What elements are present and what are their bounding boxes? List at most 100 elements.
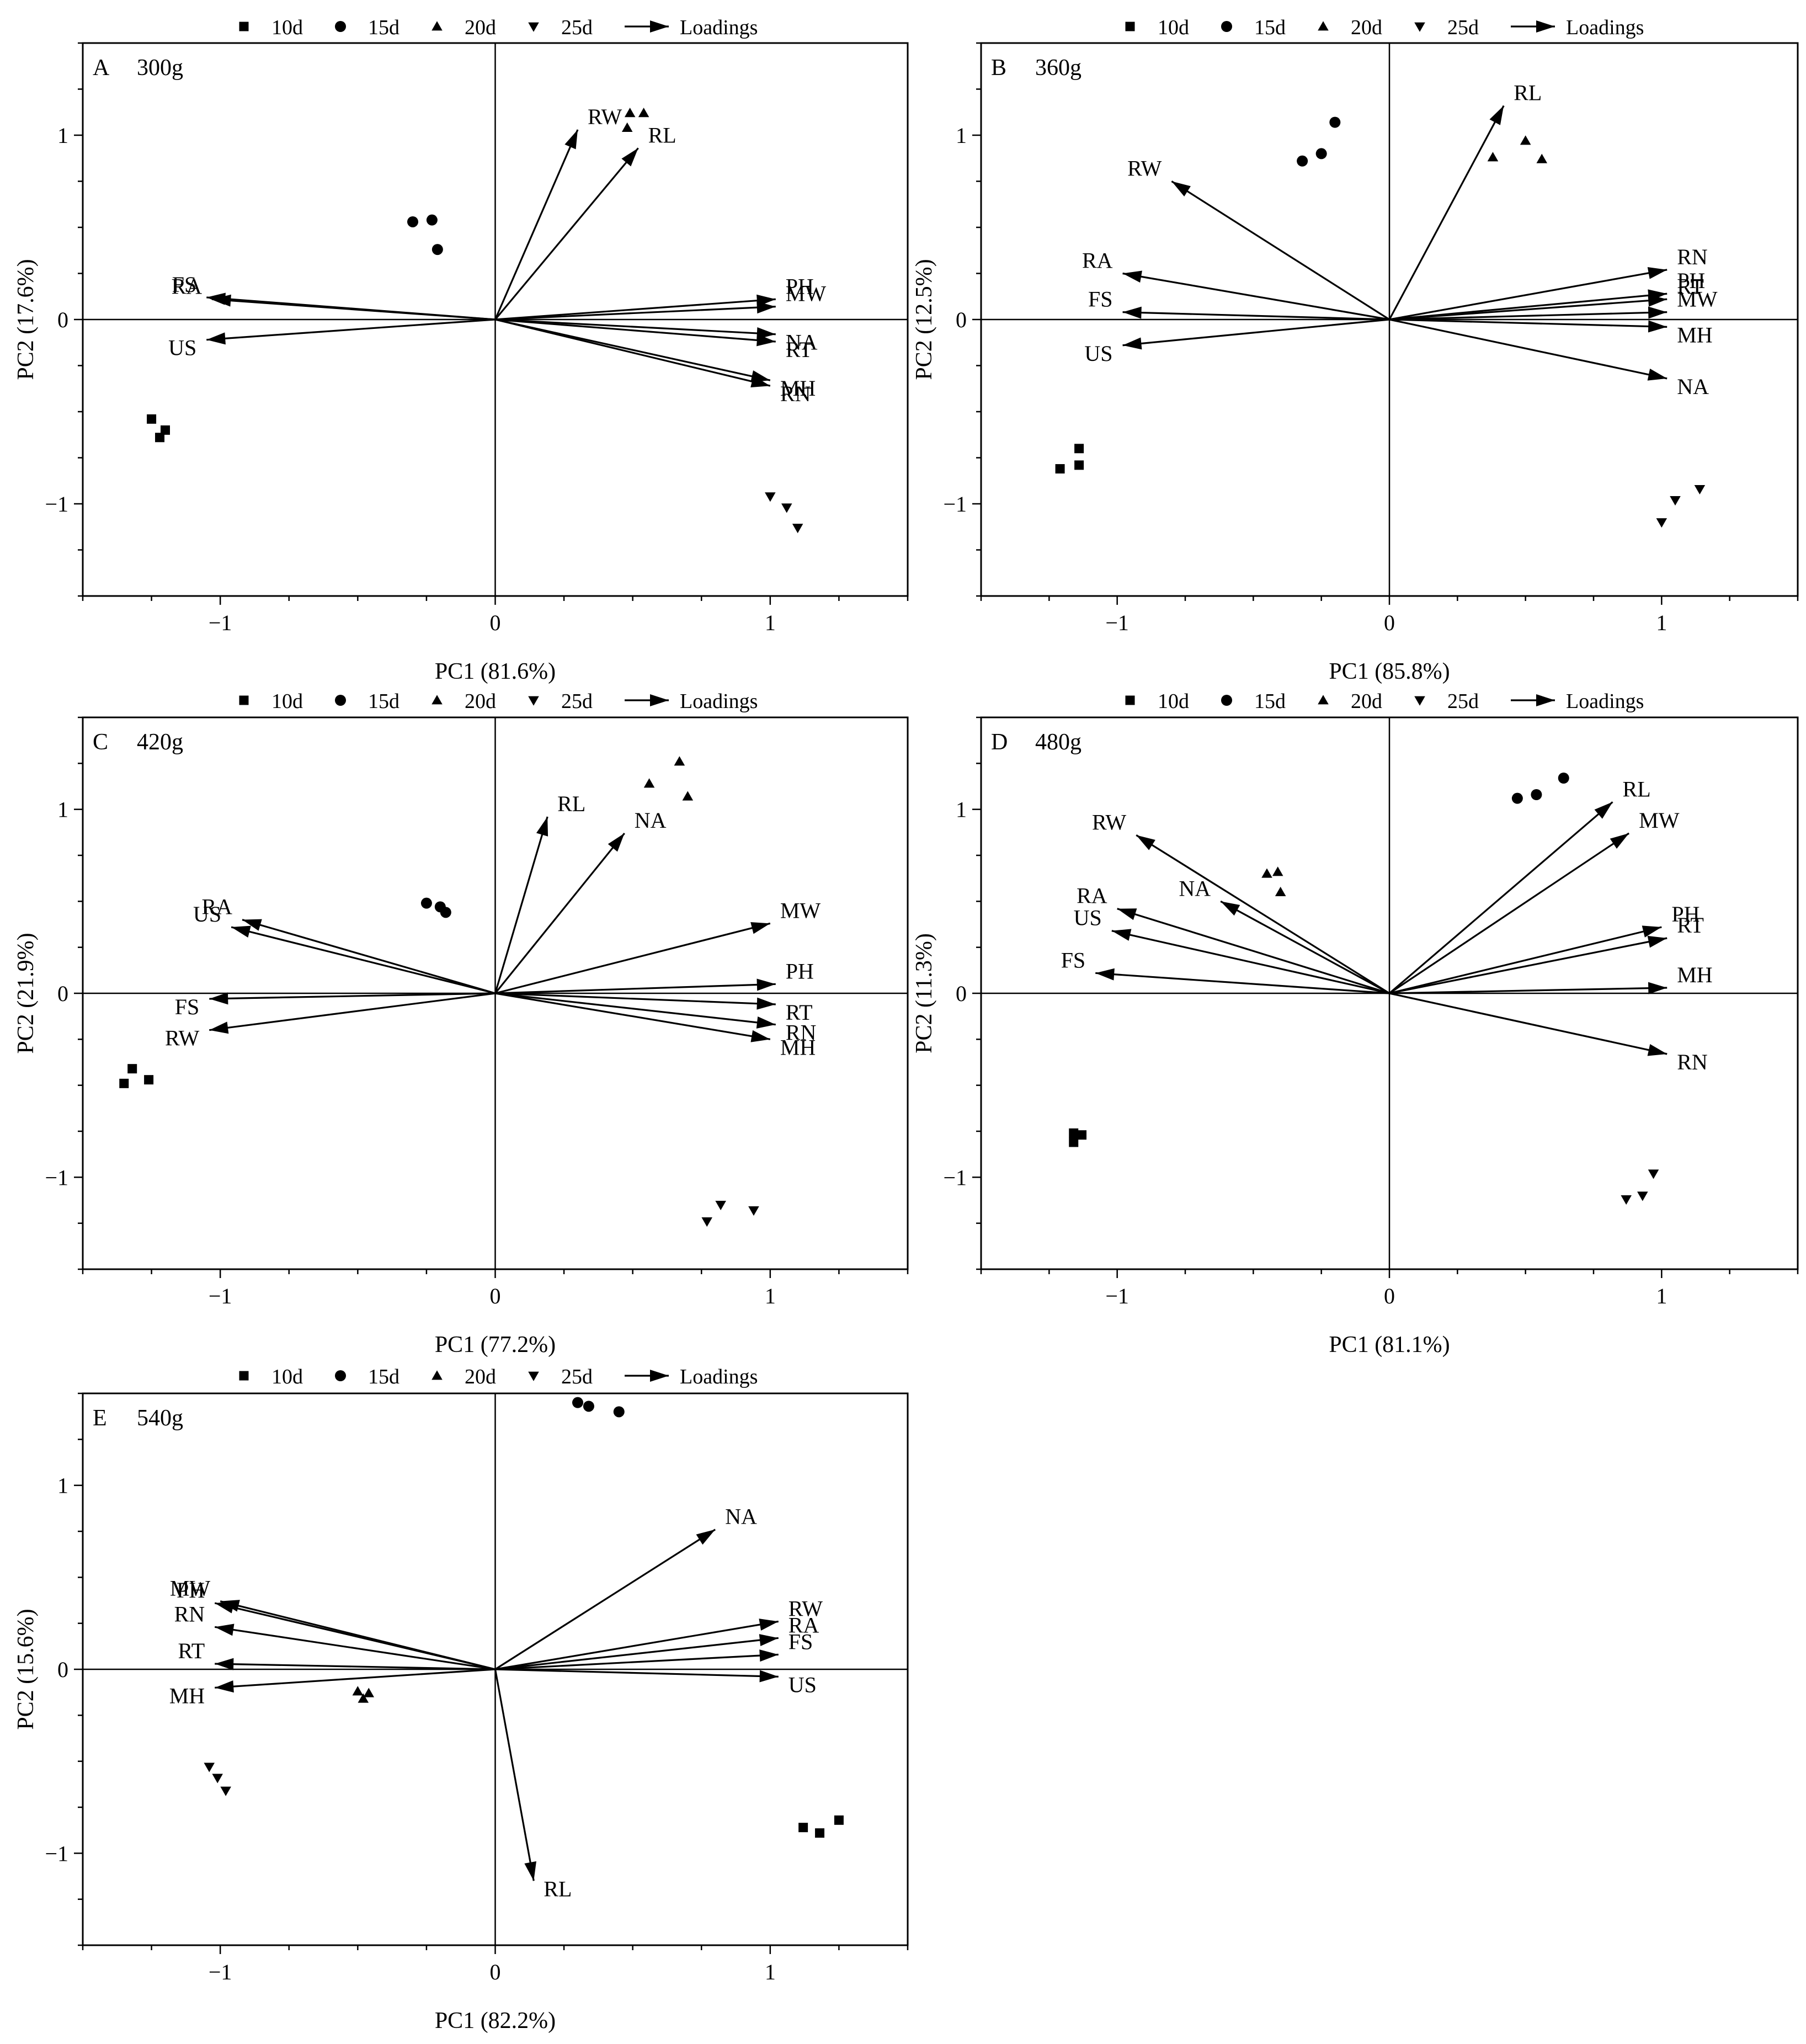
loading-arrow-rn-head xyxy=(215,1624,235,1636)
point-20d xyxy=(1275,886,1286,896)
x-axis-label: PC1 (85.8%) xyxy=(1329,659,1450,684)
loading-arrow-rl xyxy=(1388,801,1613,994)
loading-arrow-mh-shaft xyxy=(1389,318,1668,328)
loading-arrow-mw xyxy=(1389,832,1630,994)
panel-B: −1 0 1 −1 0 1 PC1 (85.8%) PC2 (12.5%) B 360g RL RW R… xyxy=(912,16,1799,684)
legend-marker-triangle-up xyxy=(1318,21,1329,31)
loading-label: RL xyxy=(1514,81,1542,105)
legend-marker-square xyxy=(239,1371,249,1381)
point-25d xyxy=(765,492,776,502)
point-25d xyxy=(1694,485,1706,495)
loading-arrow-mh-head xyxy=(1648,982,1668,994)
loading-label: NA xyxy=(725,1504,757,1529)
legend-arrow-icon xyxy=(625,1370,669,1382)
loading-label: FS xyxy=(1088,287,1113,312)
legend-marker-triangle-up xyxy=(1318,695,1329,705)
legend-marker-square xyxy=(239,22,249,31)
loading-arrow-mh xyxy=(215,1668,496,1693)
point-20d xyxy=(1487,152,1499,162)
loading-arrow-rt-head xyxy=(1648,294,1668,307)
loading-label: RL xyxy=(557,791,585,816)
point-15d xyxy=(1531,789,1542,800)
loading-arrow-us-shaft xyxy=(231,926,496,994)
loading-arrow-rt-shaft xyxy=(215,1663,496,1670)
loading-arrow-rl-shaft xyxy=(494,1669,535,1881)
loading-arrow-rt-shaft xyxy=(1389,298,1668,321)
point-10d xyxy=(119,1078,129,1088)
legend-marker-square xyxy=(239,695,249,705)
loading-arrow-mw-shaft xyxy=(495,306,776,321)
loading-arrow-mw-shaft xyxy=(1389,832,1630,994)
y-tick-label: 1 xyxy=(57,1473,68,1498)
point-10d xyxy=(1055,464,1065,474)
x-tick-label: 0 xyxy=(1384,610,1395,635)
loading-arrow-rl-head xyxy=(621,148,638,167)
loading-label: US xyxy=(1074,906,1102,930)
loading-label: RT xyxy=(786,337,813,362)
legend-label: Loadings xyxy=(1566,16,1644,39)
y-tick-label: 0 xyxy=(57,307,68,332)
loading-arrow-ra-shaft xyxy=(242,919,496,994)
panel-title: 300g xyxy=(137,55,183,81)
point-20d xyxy=(682,791,694,801)
y-tick-label: −1 xyxy=(943,492,967,517)
point-20d xyxy=(1536,153,1548,163)
loading-arrow-na-shaft xyxy=(1220,900,1390,994)
loading-arrow-na-head xyxy=(1221,901,1240,916)
loading-arrow-ph-shaft xyxy=(214,1602,496,1670)
loading-label: US xyxy=(193,902,221,927)
loading-arrow-rl-head xyxy=(536,817,548,837)
point-10d xyxy=(161,425,170,435)
loading-label: RN xyxy=(1677,244,1708,269)
point-15d xyxy=(420,897,432,909)
point-15d xyxy=(613,1406,625,1418)
loading-arrow-ph xyxy=(1389,925,1662,994)
point-25d xyxy=(715,1201,726,1211)
loading-arrow-mw xyxy=(495,301,776,321)
point-10d xyxy=(834,1815,844,1825)
loading-arrow-mh-shaft xyxy=(495,318,771,381)
loading-arrow-rn xyxy=(495,318,771,387)
loading-arrow-us-head xyxy=(231,925,251,938)
loading-arrow-ra-head xyxy=(759,1634,779,1646)
loading-arrow-rt xyxy=(495,992,776,1010)
loading-arrow-rw-shaft xyxy=(495,1620,779,1670)
loading-arrow-us xyxy=(495,1668,779,1683)
loading-arrow-rt xyxy=(1389,294,1668,321)
loading-arrow-us-head xyxy=(1122,337,1142,350)
point-25d xyxy=(1656,518,1668,528)
loading-arrow-ph-head xyxy=(215,1601,235,1614)
loading-label: NA xyxy=(1179,876,1211,901)
loading-arrow-rw xyxy=(1171,180,1390,321)
legend-arrow-icon-head xyxy=(1536,694,1555,706)
point-10d xyxy=(1077,1130,1087,1140)
point-15d xyxy=(572,1397,583,1408)
legend-arrow-icon xyxy=(625,694,669,706)
loading-arrow-rl-head xyxy=(1594,802,1613,819)
loading-arrow-us xyxy=(231,925,496,994)
legend-marker-square xyxy=(1125,695,1135,705)
loading-arrow-rw xyxy=(1136,834,1390,994)
legend-marker-triangle-down xyxy=(528,22,539,32)
loading-arrow-rn-shaft xyxy=(214,1626,496,1670)
panel-A: −1 0 1 −1 0 1 PC1 (81.6%) PC2 (17.6%) A 300g RW RL R… xyxy=(13,16,909,684)
x-tick-label: −1 xyxy=(209,1284,232,1308)
loading-label: MH xyxy=(1677,322,1712,347)
point-15d xyxy=(1315,148,1327,159)
loading-label: RW xyxy=(1127,156,1162,181)
loading-arrow-ra-head xyxy=(1122,270,1142,283)
loading-arrow-fs-head xyxy=(1122,306,1142,319)
point-15d xyxy=(1558,773,1569,784)
loading-arrow-rt-head xyxy=(1647,935,1668,948)
point-15d xyxy=(426,214,438,226)
x-axis-label: PC1 (81.1%) xyxy=(1329,1332,1450,1358)
x-tick-label: −1 xyxy=(1105,610,1129,635)
legend-label: 25d xyxy=(561,1365,593,1388)
point-10d xyxy=(798,1823,808,1833)
point-25d xyxy=(792,524,803,534)
point-25d xyxy=(212,1774,223,1784)
panels: −1 0 1 −1 0 1 PC1 (81.6%) PC2 (17.6%) A 300g RW RL R… xyxy=(13,16,1799,2034)
loading-arrow-mh-head xyxy=(1648,320,1668,333)
legend-arrow-icon-head xyxy=(650,694,669,706)
legend-label: 15d xyxy=(368,1365,399,1388)
